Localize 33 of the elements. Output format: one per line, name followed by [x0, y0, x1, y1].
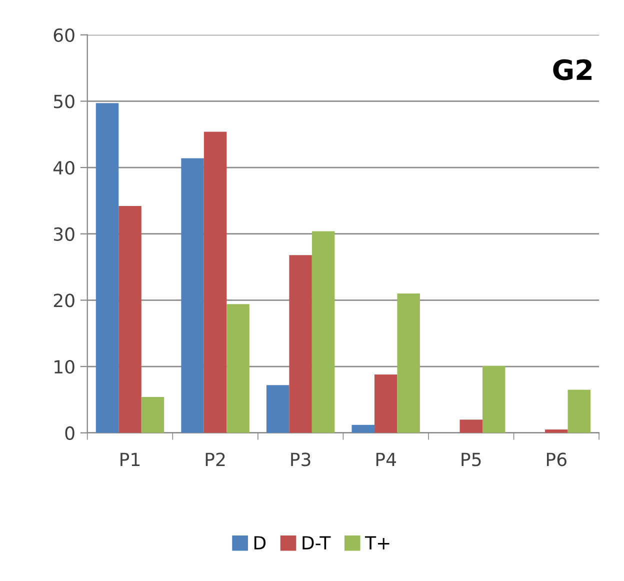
bar — [266, 385, 290, 433]
legend-label: D — [254, 536, 266, 550]
bar — [312, 231, 335, 433]
bar — [460, 420, 482, 433]
text: G2 — [553, 59, 592, 80]
y-tick-label: 20 — [54, 294, 74, 308]
bar — [397, 294, 420, 433]
bar — [482, 366, 506, 433]
y-tick-label: 60 — [54, 28, 74, 42]
bar — [568, 390, 591, 433]
bar — [96, 103, 119, 433]
bar — [118, 206, 142, 433]
bar — [204, 132, 227, 433]
x-tick-label: P1 — [120, 452, 140, 466]
y-tick-label: 30 — [54, 227, 74, 241]
y-tick-label: 0 — [65, 426, 74, 440]
y-tick-label: 50 — [54, 94, 74, 108]
x-tick-label: P2 — [206, 452, 225, 466]
x-tick-label: P5 — [462, 452, 481, 466]
x-tick-label: P4 — [376, 452, 396, 466]
x-tick-label: P6 — [546, 452, 566, 466]
bar — [289, 255, 312, 433]
bar — [352, 424, 374, 433]
legend-label: T+ — [364, 536, 390, 550]
y-tick-label: 10 — [54, 360, 74, 374]
bar — [141, 397, 164, 433]
bar — [374, 374, 398, 433]
bar — [545, 430, 568, 433]
bar — [226, 304, 250, 433]
bar — [181, 158, 204, 433]
x-tick-label: P3 — [291, 452, 310, 466]
y-tick-label: 40 — [53, 160, 74, 175]
legend-label: D-T — [302, 536, 331, 550]
